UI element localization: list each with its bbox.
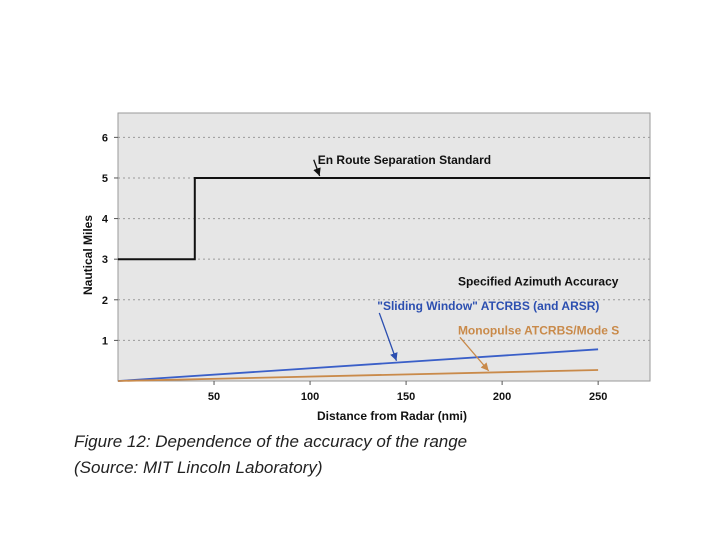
y-tick-label: 3	[102, 254, 108, 266]
plot-area	[117, 112, 651, 382]
x-axis-ticks: 50 100 150 200 250	[208, 381, 607, 403]
y-tick-label: 5	[102, 173, 108, 185]
annotation-layer: En Route Separation Standard Specified Az…	[313, 153, 619, 372]
y-tick-label: 4	[102, 214, 109, 226]
annotation-label: Monopulse ATCRBS/Mode S	[458, 323, 619, 337]
y-tick-label: 6	[102, 132, 108, 144]
x-axis-title: Distance from Radar (nmi)	[317, 409, 467, 423]
x-tick-label: 250	[589, 391, 607, 403]
y-axis-title: Nautical Miles	[81, 215, 95, 295]
chart: 1 2 3 4 5 6 50 100 150 200 250 En Route Separatio…	[81, 112, 651, 423]
figure-caption: Figure 12: Dependence of the accuracy of…	[74, 432, 468, 451]
annotation-label: "Sliding Window" ATCRBS (and ARSR)	[377, 299, 599, 313]
series-line-1	[118, 177, 650, 261]
annotation-arrow	[313, 159, 321, 177]
y-axis-ticks: 1 2 3 4 5 6	[102, 132, 118, 347]
series-line-2	[117, 348, 599, 382]
series-layer	[117, 177, 650, 382]
y-tick-label: 1	[102, 335, 108, 347]
x-tick-label: 50	[208, 391, 220, 403]
annotation-arrow	[459, 336, 490, 372]
x-tick-label: 100	[301, 391, 319, 403]
x-tick-label: 200	[493, 391, 511, 403]
annotation-label: Specified Azimuth Accuracy	[458, 275, 619, 289]
y-tick-label: 2	[102, 295, 108, 307]
annotation-arrow	[378, 312, 398, 361]
annotation-label: En Route Separation Standard	[318, 153, 491, 167]
figure-source: (Source: MIT Lincoln Laboratory)	[74, 458, 323, 477]
x-tick-label: 150	[397, 391, 415, 403]
series-line-3	[117, 369, 599, 382]
